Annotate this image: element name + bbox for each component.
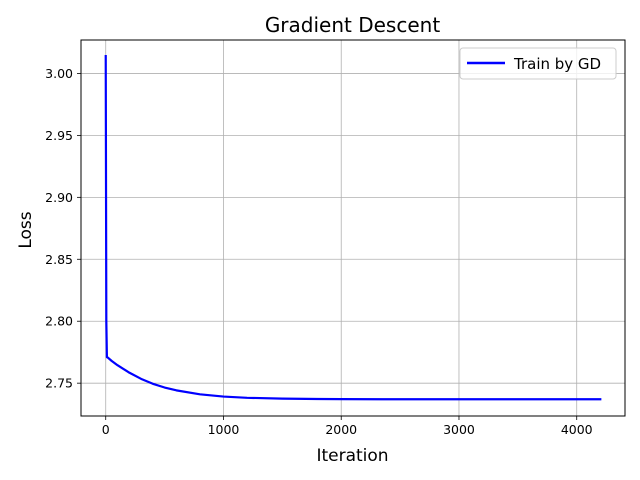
y-tick-label: 2.75 <box>45 376 73 391</box>
y-axis-title: Loss <box>16 211 36 248</box>
plot-frame <box>80 39 626 417</box>
x-tick-label: 4000 <box>561 422 593 437</box>
x-axis-title: Iteration <box>316 446 388 466</box>
y-tick-label: 2.80 <box>45 314 73 329</box>
chart-title: Gradient Descent <box>265 13 441 37</box>
x-tick-label: 3000 <box>443 422 475 437</box>
x-tick-label: 2000 <box>325 422 357 437</box>
legend-box <box>459 47 617 80</box>
series-lines <box>104 55 602 401</box>
y-tick-label: 2.90 <box>45 190 73 205</box>
axis-ticks: 0 1000 2000 3000 4000 2.75 2.80 2.85 2.90 2.95 3.0… <box>45 66 593 437</box>
y-tick-label: 2.85 <box>45 252 73 267</box>
x-tick-label: 0 <box>102 422 110 437</box>
series-line-0 <box>104 55 602 401</box>
y-tick-label: 3.00 <box>45 66 73 81</box>
legend-label-train-by-gd: Train by GD <box>513 55 601 73</box>
x-tick-label: 1000 <box>208 422 240 437</box>
legend: Train by GD <box>459 47 617 80</box>
y-tick-label: 2.95 <box>45 128 73 143</box>
